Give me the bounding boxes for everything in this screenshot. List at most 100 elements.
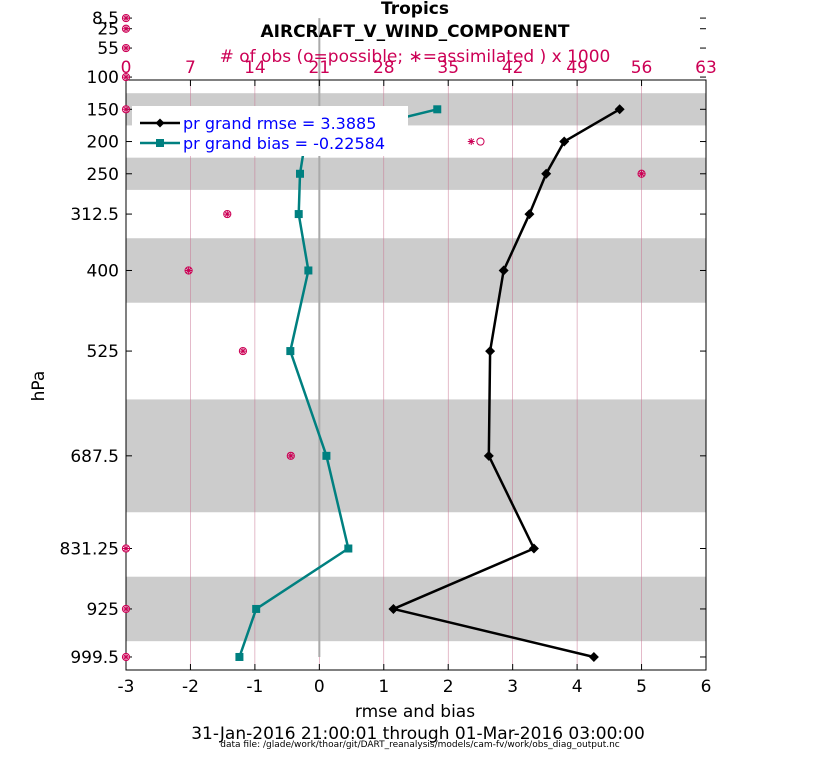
top-tick-label-1: 7 [185, 58, 196, 78]
series-line-0 [392, 108, 621, 659]
obs-possible-1 [121, 24, 131, 33]
legend-rmse-label: pr grand rmse = 3.3885 [183, 114, 376, 133]
x-tick-label-8: 5 [636, 677, 647, 697]
top-tick-label-2: 14 [244, 58, 266, 78]
y-tick-label-0: 8.5 [92, 9, 119, 29]
top-tick-label-0: 0 [121, 58, 132, 78]
series-0-point-7 [528, 543, 539, 554]
series-0-point-8 [388, 603, 399, 614]
series-1-point-7 [344, 544, 353, 553]
obs-assimilated-10 [287, 452, 295, 460]
obs-possible-2 [121, 43, 131, 53]
shaded-band-6 [126, 576, 706, 642]
legend-rmse-marker [155, 118, 165, 128]
obs-assimilated-1 [122, 25, 130, 33]
obs-possible-0 [121, 13, 131, 23]
legend-box [132, 106, 408, 156]
series-0-point-1 [559, 136, 570, 147]
plot-area-frame [125, 79, 707, 671]
series-1-point-9 [235, 652, 244, 661]
top-axis-label: # of obs (o=possible; ∗=assimilated ) x … [220, 47, 611, 67]
y-tick-label-4: 150 [87, 100, 119, 120]
top-tick-label-7: 49 [566, 58, 588, 78]
series-line-1 [238, 108, 438, 658]
series-1-point-4 [304, 266, 313, 275]
y-tick-label-13: 999.5 [70, 648, 119, 668]
y-tick-label-2: 55 [97, 39, 119, 59]
series-0-point-6 [483, 450, 494, 461]
series-layer [235, 104, 625, 662]
obs-assimilated-3 [122, 73, 130, 81]
y-tick-label-11: 831.25 [60, 540, 119, 560]
legend: pr grand rmse = 3.3885 pr grand bias = -… [132, 106, 408, 156]
series-1-point-2 [296, 169, 304, 178]
series-0-point-9 [588, 651, 599, 662]
x-axis-label: rmse and bias [355, 702, 475, 722]
top-tick-label-6: 42 [502, 58, 524, 78]
series-1-point-3 [294, 210, 303, 219]
obs-possible-6 [637, 169, 646, 178]
x-tick-label-1: -2 [182, 677, 199, 697]
obs-assimilated-2 [122, 44, 130, 52]
shaded-band-5 [126, 399, 706, 513]
chart-subtitle: AIRCRAFT_V_WIND_COMPONENT [261, 22, 570, 42]
legend-bias-marker [156, 139, 164, 147]
y-tick-label-7: 312.5 [70, 205, 119, 225]
x-tick-label-2: -1 [246, 677, 263, 697]
series-1-point-8 [252, 604, 261, 613]
date-range: 31-Jan-2016 21:00:01 through 01-Mar-2016… [191, 724, 645, 744]
obs-possible-5 [476, 137, 485, 146]
y-tick-label-1: 25 [97, 20, 119, 40]
shaded-band-3 [126, 157, 706, 190]
y-tick-label-8: 400 [87, 261, 119, 281]
x-tick-label-0: -3 [118, 677, 135, 697]
obs-possible-10 [286, 451, 295, 460]
series-0-point-4 [498, 265, 509, 276]
shaded-band-4 [126, 238, 706, 303]
obs-possible-11 [121, 544, 131, 553]
obs-assimilated-9 [239, 347, 247, 355]
obs-possible-9 [238, 346, 248, 356]
x-tick-label-7: 4 [572, 677, 583, 697]
data-file-note: data file: /glade/work/thoar/git/DART_re… [220, 740, 620, 750]
y-tick-label-10: 687.5 [70, 447, 119, 467]
obs-assimilated-4 [122, 105, 130, 113]
x-tick-label-6: 3 [507, 677, 518, 697]
top-tick-label-9: 63 [695, 58, 717, 78]
series-1-point-5 [286, 347, 295, 356]
obs-count-layer [121, 13, 646, 662]
obs-possible-8 [184, 266, 193, 275]
x-tick-label-3: 0 [314, 677, 325, 697]
obs-possible-7 [223, 209, 232, 219]
y-tick-label-9: 525 [87, 342, 119, 362]
top-tick-label-8: 56 [631, 58, 653, 78]
series-1-point-0 [433, 105, 442, 114]
series-0-point-0 [614, 104, 625, 115]
y-axis-label: hPa [29, 371, 49, 402]
top-tick-label-4: 28 [373, 58, 395, 78]
top-tick-label-3: 21 [309, 58, 331, 78]
obs-possible-4 [121, 105, 131, 114]
series-0-point-3 [524, 209, 535, 220]
obs-assimilated-7 [223, 210, 231, 218]
obs-assimilated-11 [122, 545, 130, 553]
obs-possible-3 [121, 72, 131, 82]
axis-ticks: -3 -2 -1 0 1 2 3 4 5 60 7 14 21 28 35 42 49 56 638.5255510… [60, 9, 717, 697]
chart-title: Tropics [381, 0, 449, 19]
y-tick-label-5: 200 [87, 133, 119, 153]
obs-possible-12 [121, 604, 131, 614]
x-tick-label-4: 1 [378, 677, 389, 697]
obs-assimilated-8 [185, 266, 193, 274]
x-tick-label-9: 6 [701, 677, 712, 697]
top-tick-label-5: 35 [437, 58, 459, 78]
legend-bias-label: pr grand bias = -0.22584 [183, 134, 385, 153]
y-tick-label-3: 100 [87, 68, 119, 88]
series-1-point-6 [322, 451, 331, 460]
shaded-bands [126, 93, 706, 642]
obs-assimilated-6 [638, 170, 646, 178]
series-0-point-5 [485, 346, 496, 357]
series-0-point-2 [541, 168, 552, 179]
y-tick-label-12: 925 [87, 600, 119, 620]
obs-assimilated-13 [122, 653, 130, 661]
